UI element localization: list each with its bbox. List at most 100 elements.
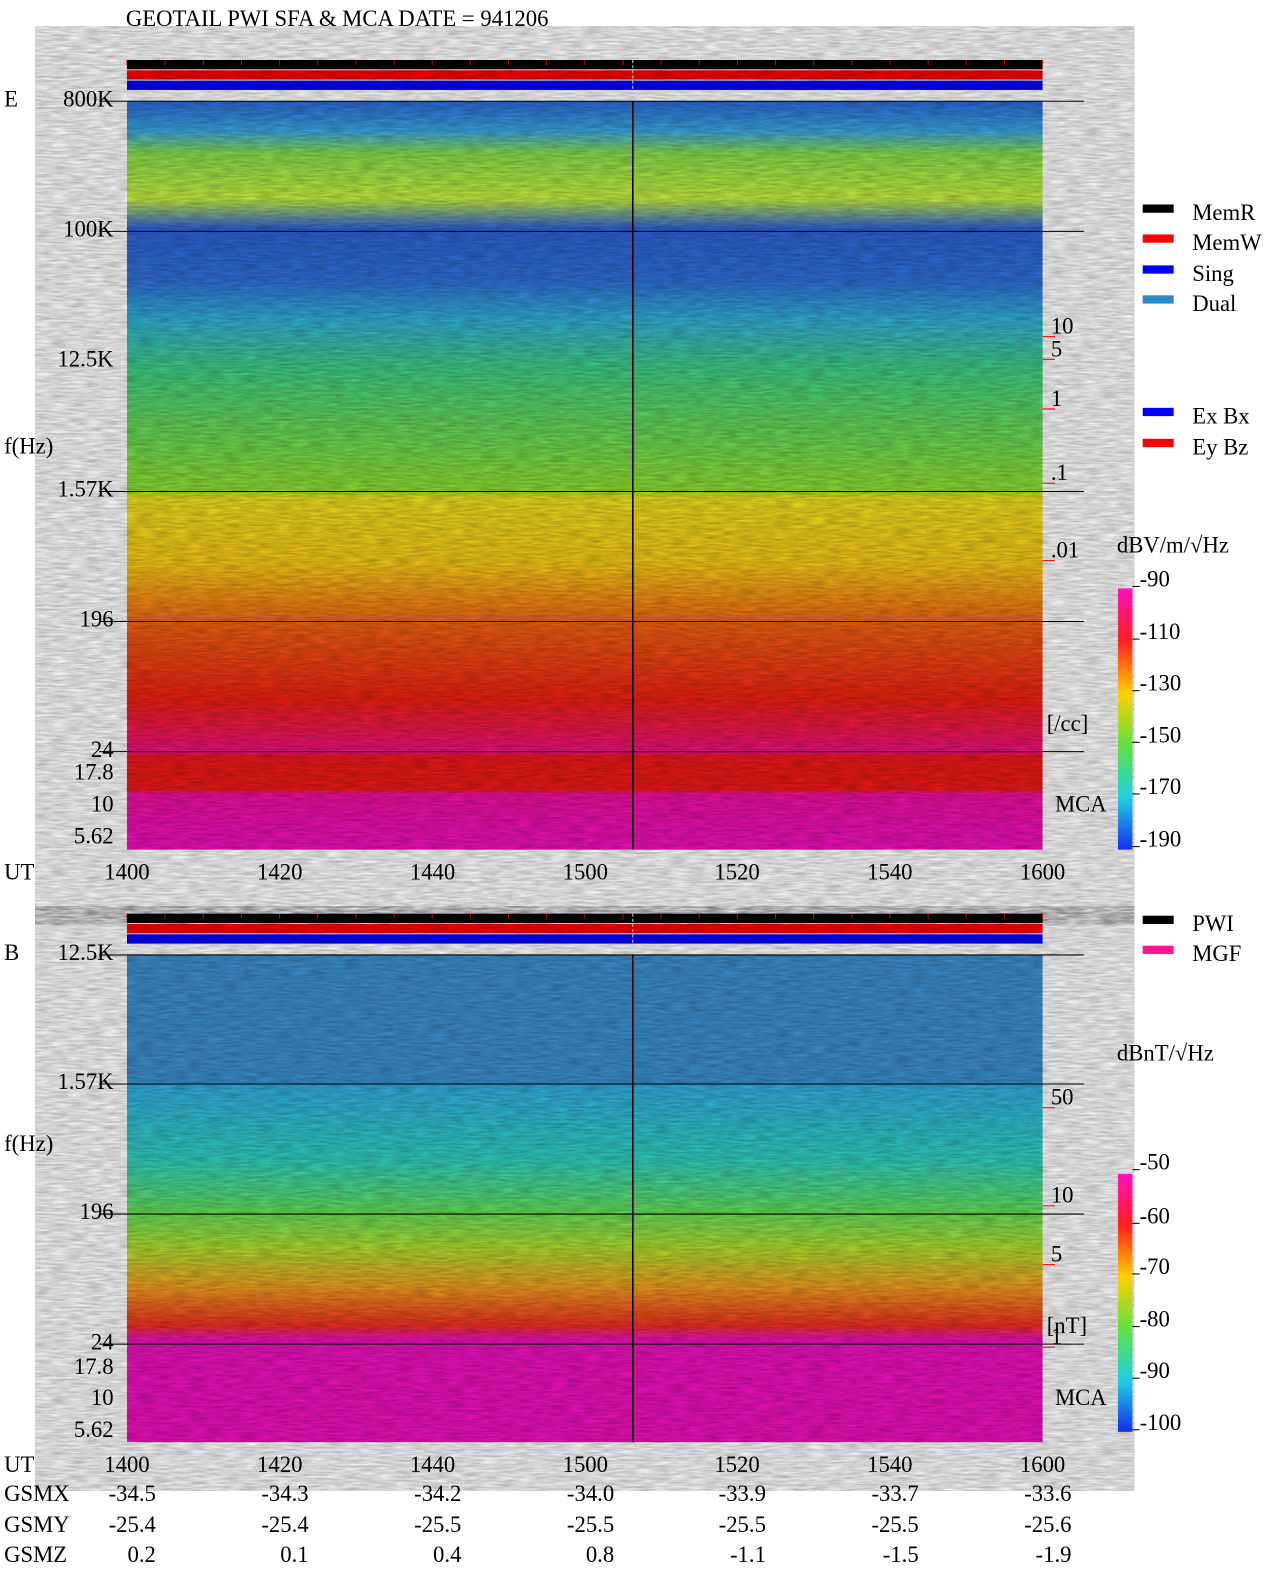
orbit-value: -1.1 (730, 1542, 766, 1567)
y-tick-label: 196 (80, 1199, 114, 1224)
orbit-value: -25.4 (261, 1512, 308, 1537)
panel-label: B (4, 940, 19, 965)
legend-swatch (1142, 234, 1174, 243)
density-tick-label: .01 (1051, 538, 1079, 563)
orbit-value: -33.9 (719, 1481, 766, 1506)
colorbar-tick-label: -50 (1140, 1150, 1170, 1175)
y-tick-label: 12.5K (57, 940, 114, 965)
orbit-value: -25.5 (871, 1512, 918, 1537)
orbit-value: -1.5 (883, 1542, 919, 1567)
orbit-value: -25.5 (414, 1512, 461, 1537)
y-tick-label: 24 (91, 737, 114, 762)
orbit-value: -25.5 (719, 1512, 766, 1537)
orbit-label: GSMX (4, 1481, 70, 1506)
orbit-value: 0.1 (280, 1542, 308, 1567)
colorbar-tick-label: -90 (1140, 1358, 1170, 1383)
y-tick-label: 100K (63, 217, 114, 242)
y-tick-label: 17.8 (74, 1354, 114, 1379)
colorbar-tick-label: -190 (1140, 827, 1182, 852)
axis-label: f(Hz) (4, 1131, 53, 1156)
orbit-value: 0.8 (586, 1542, 614, 1567)
orbit-value: -1.9 (1036, 1542, 1072, 1567)
x-tick-label: 1500 (563, 860, 608, 885)
legend-label: Ex Bx (1192, 403, 1250, 428)
colorbar (1117, 1173, 1133, 1432)
colorbar-unit: dBV/m/√Hz (1117, 532, 1229, 557)
x-tick-label: 1500 (563, 1452, 608, 1477)
density-tick-label: 5 (1051, 1242, 1062, 1267)
legend-label: MemR (1192, 200, 1256, 225)
legend-label: MemW (1192, 230, 1262, 255)
spectrogram-texture (126, 101, 1043, 850)
y-tick-label: 17.8 (74, 760, 114, 785)
x-axis-label: UT (4, 1452, 34, 1477)
axis-label: f(Hz) (4, 433, 53, 458)
legend-swatch (1142, 945, 1174, 954)
density-tick-label: 1 (1051, 386, 1062, 411)
colorbar-tick-label: -60 (1140, 1203, 1170, 1228)
orbit-value: -33.7 (871, 1481, 918, 1506)
legend-label: Ey Bz (1192, 434, 1248, 459)
legend-swatch (1142, 265, 1174, 274)
orbit-value: -25.4 (109, 1512, 156, 1537)
y-tick-label: 800K (63, 86, 114, 111)
legend-label: Sing (1192, 261, 1234, 286)
status-bar (126, 934, 1043, 944)
orbit-value: -25.6 (1024, 1512, 1071, 1537)
x-tick-label: 1420 (257, 1452, 302, 1477)
density-tick-label: 10 (1051, 314, 1074, 339)
y-tick-label: 1.57K (57, 1069, 114, 1094)
orbit-value: -33.6 (1024, 1481, 1071, 1506)
y-tick-label: 10 (91, 1385, 114, 1410)
x-tick-label: 1440 (410, 1452, 455, 1477)
colorbar-tick-label: -150 (1140, 722, 1182, 747)
status-bar (126, 70, 1043, 80)
y-tick-label: 5.62 (74, 824, 114, 849)
legend-swatch (1142, 295, 1174, 304)
y-tick-label: 24 (91, 1329, 114, 1354)
x-tick-label: 1600 (1020, 860, 1065, 885)
mca-label: MCA (1055, 792, 1107, 817)
colorbar-tick-label: -110 (1140, 619, 1181, 644)
legend-swatch (1142, 204, 1174, 213)
x-tick-label: 1600 (1020, 1452, 1065, 1477)
status-bar (126, 80, 1043, 90)
density-unit: [/cc] (1047, 711, 1089, 736)
colorbar-tick-label: -70 (1140, 1254, 1170, 1279)
density-unit: [nT] (1047, 1313, 1087, 1338)
colorbar-tick-label: -80 (1140, 1307, 1170, 1332)
density-tick-label: 10 (1051, 1183, 1074, 1208)
y-tick-label: 196 (80, 607, 114, 632)
colorbar (1117, 588, 1133, 850)
panel-label: E (4, 86, 18, 111)
y-tick-label: 12.5K (57, 347, 114, 372)
density-tick-label: 50 (1051, 1085, 1074, 1110)
legend-label: PWI (1192, 911, 1234, 936)
legend-swatch (1142, 438, 1174, 448)
orbit-value: -34.5 (109, 1481, 156, 1506)
title: GEOTAIL PWI SFA & MCA DATE = 941206 (126, 6, 549, 31)
x-tick-label: 1420 (257, 860, 302, 885)
density-tick-label: 1 (1051, 1324, 1062, 1349)
legend-label: MGF (1192, 941, 1241, 966)
orbit-value: 0.4 (433, 1542, 461, 1567)
orbit-value: 0.2 (128, 1542, 156, 1567)
x-tick-label: 1440 (410, 860, 455, 885)
density-tick-label: 5 (1051, 336, 1062, 361)
x-tick-label: 1520 (714, 1452, 759, 1477)
x-axis-label: UT (4, 860, 34, 885)
colorbar-tick-label: -130 (1140, 671, 1182, 696)
y-tick-label: 5.62 (74, 1417, 114, 1442)
spectrogram-texture (126, 954, 1043, 1443)
orbit-value: -34.2 (414, 1481, 461, 1506)
orbit-label: GSMZ (4, 1542, 67, 1567)
legend-swatch (1142, 915, 1174, 924)
x-tick-label: 1540 (867, 860, 912, 885)
colorbar-tick-label: -90 (1140, 566, 1170, 591)
orbit-value: -34.3 (261, 1481, 308, 1506)
orbit-value: -25.5 (567, 1512, 614, 1537)
legend-label: Dual (1192, 291, 1236, 316)
colorbar-unit: dBnT/√Hz (1117, 1040, 1214, 1065)
colorbar-tick-label: -100 (1140, 1410, 1182, 1435)
